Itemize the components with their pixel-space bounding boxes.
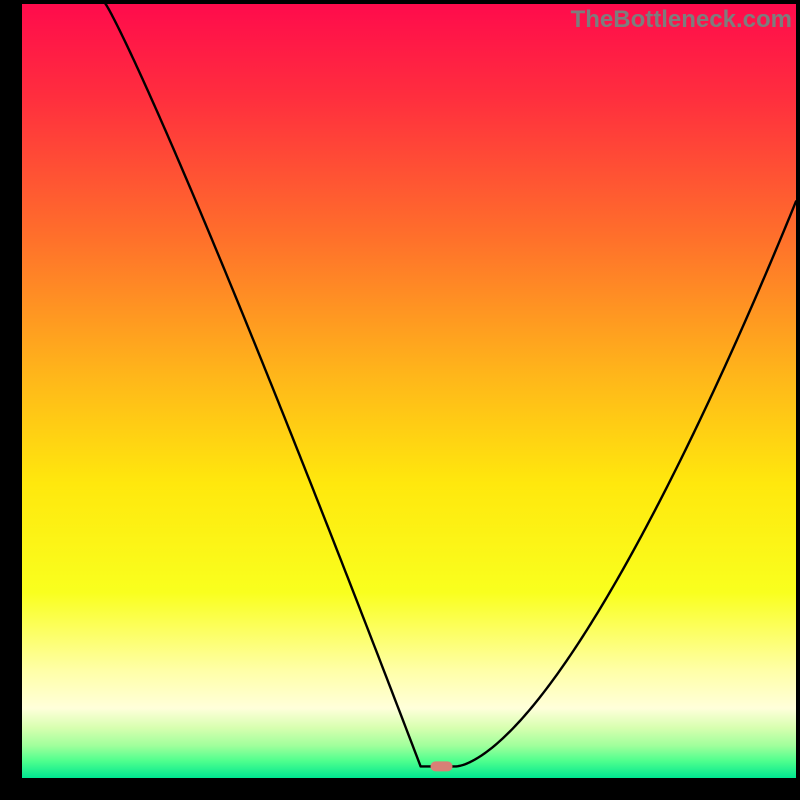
bottleneck-curve xyxy=(106,4,796,766)
valley-marker xyxy=(431,761,453,771)
chart-container: TheBottleneck.com xyxy=(0,0,800,800)
watermark-text: TheBottleneck.com xyxy=(571,6,792,34)
plot-svg xyxy=(22,4,796,778)
plot-area xyxy=(22,4,796,778)
